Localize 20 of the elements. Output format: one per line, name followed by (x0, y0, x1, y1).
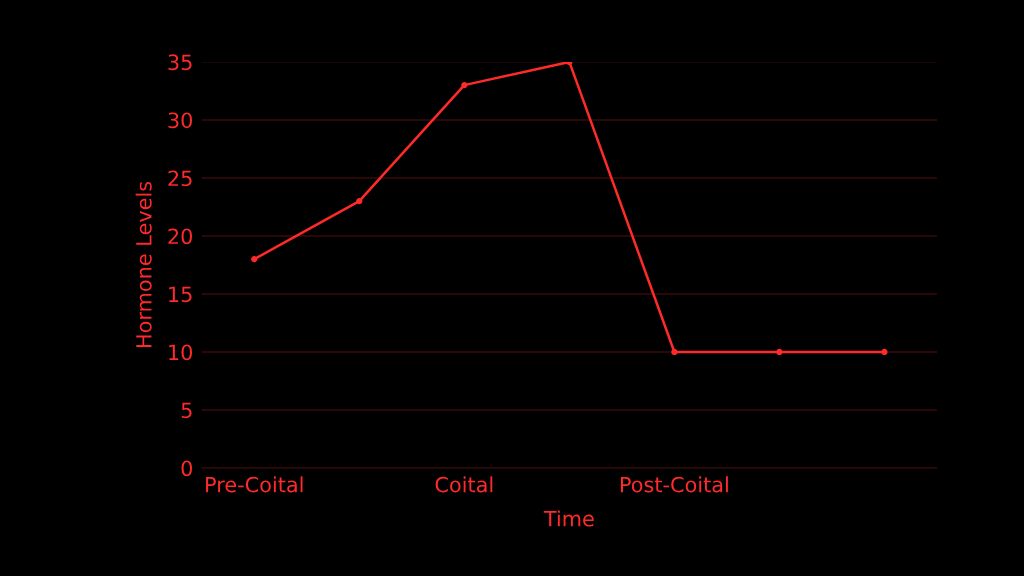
point (461, 81, 468, 89)
y-tick-label: 15 (169, 286, 192, 303)
point (671, 348, 678, 356)
y-tick-label: 0 (181, 460, 193, 477)
x-tick-label: Coital (435, 476, 493, 493)
x-axis-title: Time (543, 510, 594, 527)
y-tick-label: 20 (168, 228, 193, 245)
y-tick-label: 30 (168, 112, 193, 129)
y-tick-label: 25 (168, 170, 192, 187)
point (566, 61, 573, 66)
y-tick-label: 10 (169, 344, 193, 361)
point (776, 348, 783, 356)
x-tick-label: Post-Coital (620, 476, 728, 493)
y-tick-label: 5 (181, 402, 192, 419)
y-tick-label: 35 (168, 54, 192, 71)
x-tick-label: Pre-Coital (206, 476, 303, 493)
point (356, 198, 363, 205)
point (251, 256, 258, 263)
y-axis-title: Hormone Levels (135, 181, 152, 347)
point (881, 348, 888, 356)
